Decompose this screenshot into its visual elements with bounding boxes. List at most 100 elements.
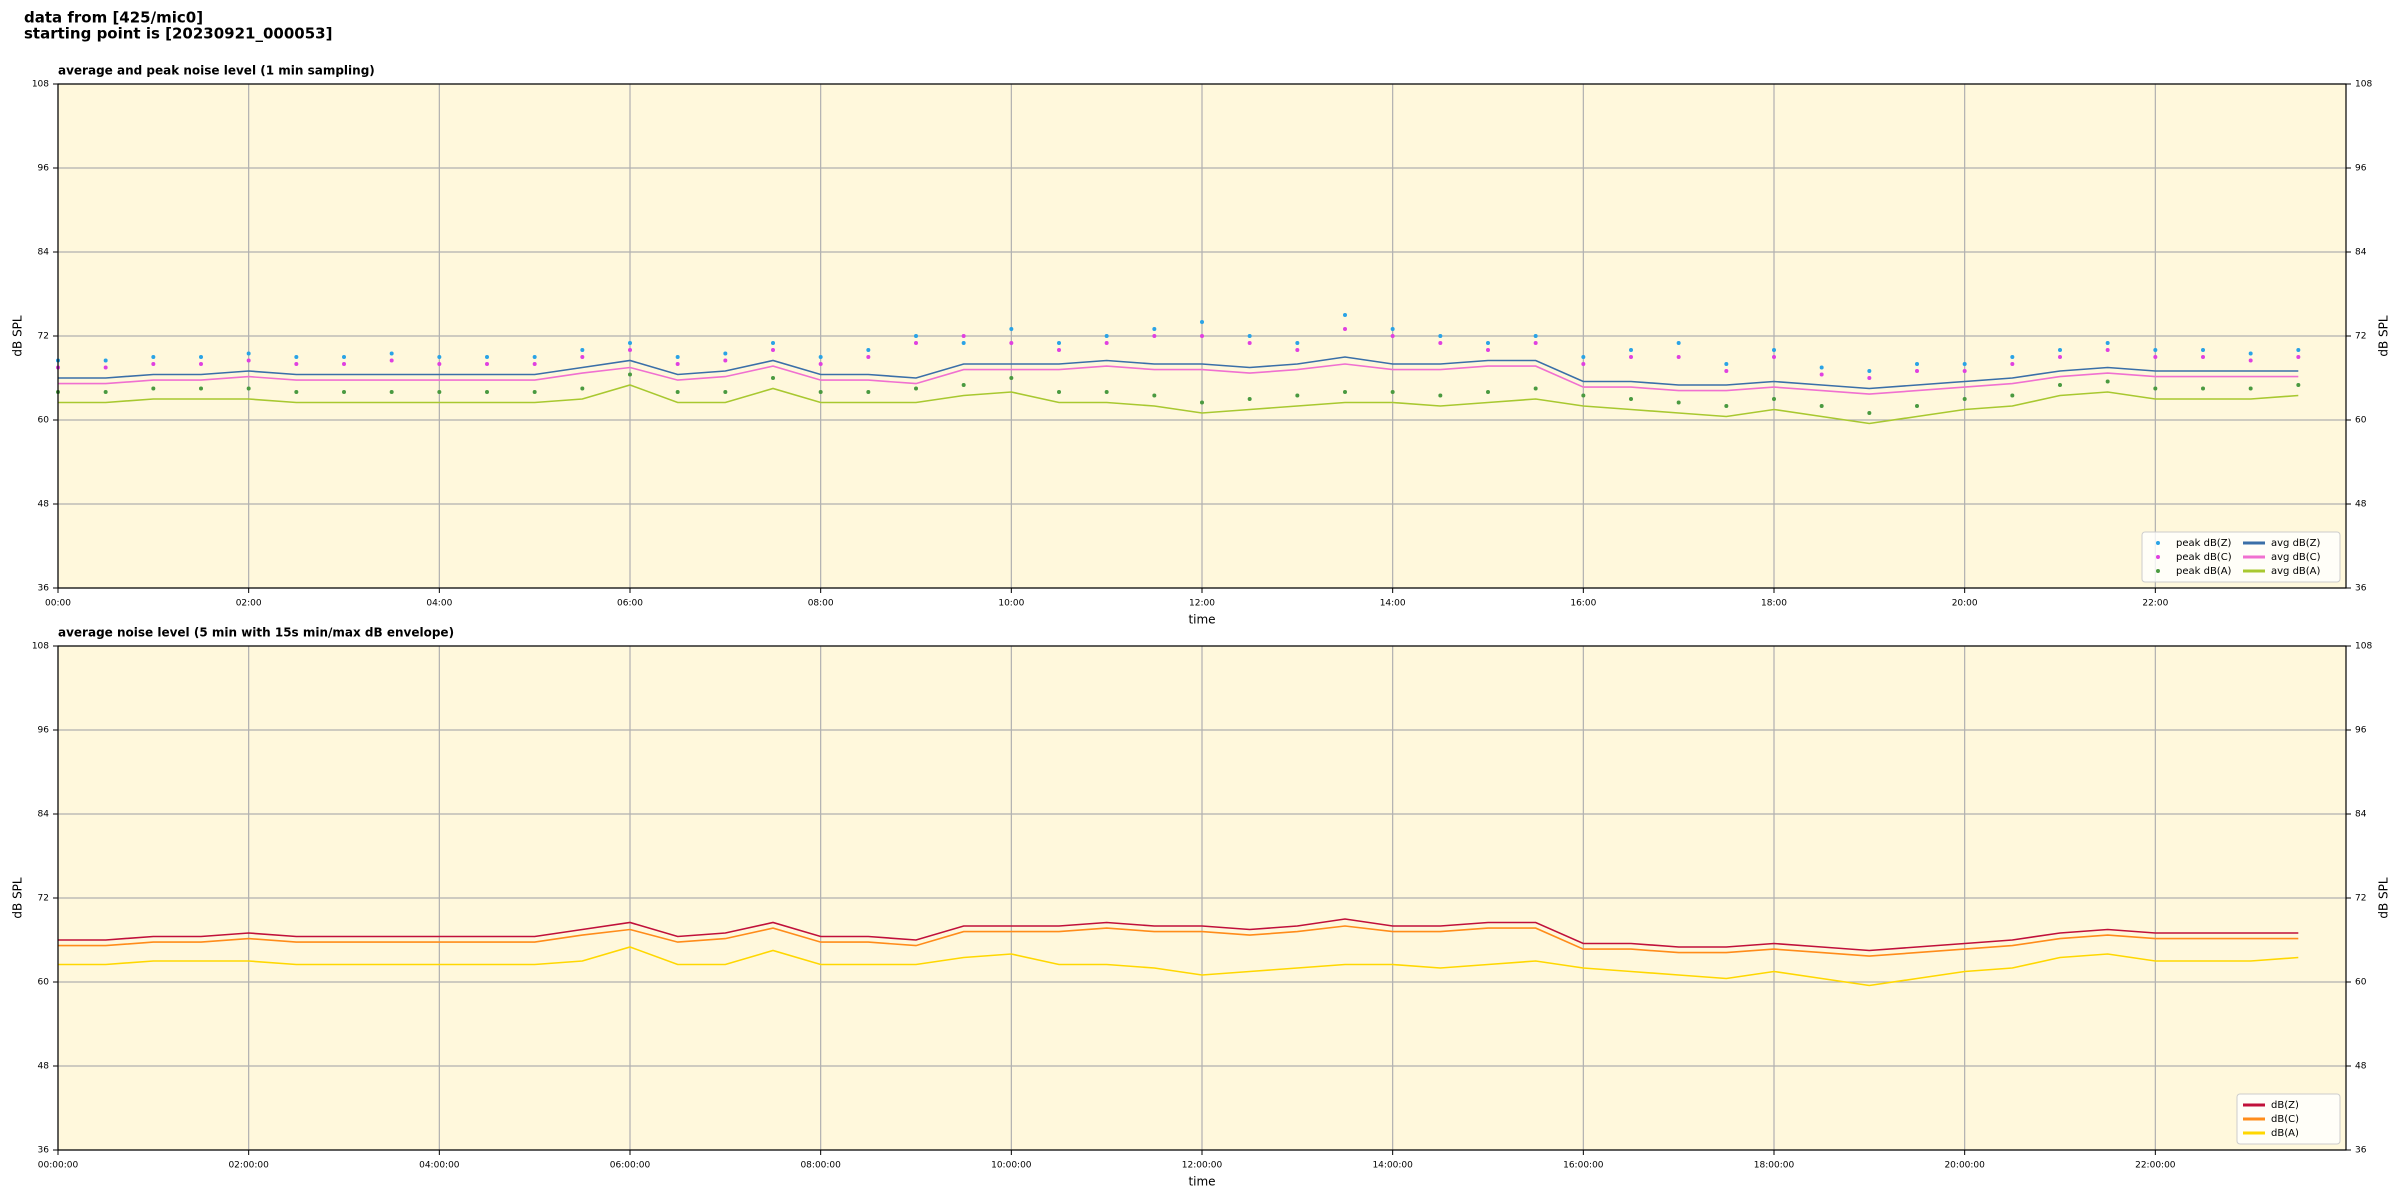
x-tick-label: 12:00:00 [1182, 1161, 1223, 1171]
peak-point [1009, 327, 1014, 331]
peak-point [1009, 341, 1014, 345]
y-tick-label: 96 [2355, 726, 2367, 736]
peak-point [151, 362, 156, 366]
x-tick-label: 18:00 [1761, 599, 1787, 609]
peak-point [580, 348, 585, 352]
peak-point [771, 341, 775, 345]
peak-point [675, 362, 680, 366]
peak-point [818, 362, 823, 366]
peak-point [1247, 341, 1252, 345]
legend-label: avg dB(Z) [2271, 538, 2321, 549]
peak-point [1438, 341, 1443, 345]
peak-point [1247, 334, 1252, 338]
peak-point [1915, 362, 1919, 366]
peak-point [723, 358, 728, 363]
peak-point [1295, 341, 1300, 345]
peak-point [1533, 386, 1538, 391]
peak-point [1819, 372, 1824, 377]
peak-point [1819, 404, 1824, 408]
peak-point [342, 362, 346, 366]
peak-point [532, 362, 537, 366]
x-tick-label: 06:00:00 [610, 1161, 651, 1171]
peak-point [2201, 386, 2205, 391]
peak-point [246, 358, 251, 363]
series-line [58, 946, 2299, 987]
peak-point [532, 390, 537, 394]
legend-marker [2156, 555, 2160, 559]
peak-point [437, 355, 442, 359]
peak-point [1152, 393, 1157, 398]
peak-point [961, 341, 966, 345]
peak-point [2248, 386, 2253, 391]
y-tick-label: 60 [2355, 416, 2367, 426]
y-tick-label: 36 [2355, 584, 2367, 594]
x-tick-label: 00:00 [45, 599, 71, 609]
peak-point [628, 372, 632, 377]
y-tick-label: 84 [2355, 810, 2367, 820]
y-axis-label: dB SPL [2377, 877, 2391, 919]
legend-label: avg dB(A) [2271, 566, 2321, 577]
x-tick-label: 04:00:00 [419, 1161, 460, 1171]
peak-point [1343, 390, 1347, 394]
x-tick-label: 20:00:00 [1944, 1161, 1985, 1171]
peak-point [1009, 376, 1014, 380]
peak-point [2058, 383, 2062, 387]
peak-point [866, 348, 871, 352]
x-tick-label: 02:00 [236, 599, 262, 609]
peak-point [1247, 397, 1252, 401]
chart-title: average noise level (5 min with 15s min/… [58, 626, 454, 640]
y-tick-label: 60 [2355, 978, 2367, 988]
peak-point [1438, 334, 1443, 338]
peak-point [1867, 411, 1872, 415]
series-line [58, 384, 2299, 425]
peak-point [532, 355, 537, 359]
y-tick-label: 72 [38, 332, 49, 342]
peak-point [1724, 369, 1729, 373]
peak-point [342, 355, 346, 359]
x-tick-label: 22:00 [2142, 599, 2168, 609]
x-tick-label: 12:00 [1189, 599, 1215, 609]
peak-point [866, 355, 871, 359]
peak-point [771, 348, 775, 352]
peak-point [580, 355, 585, 359]
peak-point [1915, 404, 1919, 408]
peak-point [1057, 341, 1061, 345]
peak-point [1676, 355, 1681, 359]
peak-point [1104, 341, 1109, 345]
x-tick-label: 02:00:00 [228, 1161, 269, 1171]
peak-point [1486, 348, 1490, 352]
peak-point [2153, 348, 2158, 352]
x-tick-label: 20:00 [1952, 599, 1978, 609]
legend-marker [2156, 569, 2160, 573]
x-tick-label: 10:00 [998, 599, 1024, 609]
peak-point [1200, 400, 1204, 405]
peak-point [2058, 348, 2062, 352]
peak-point [437, 362, 442, 366]
x-tick-label: 08:00 [808, 599, 834, 609]
peak-point [2153, 386, 2158, 391]
y-tick-label: 108 [32, 642, 49, 652]
legend-box [2141, 531, 2341, 583]
peak-point [294, 390, 299, 394]
x-tick-label: 16:00:00 [1563, 1161, 1604, 1171]
x-axis-label: time [1188, 1175, 1215, 1189]
legend-label: peak dB(C) [2176, 552, 2232, 563]
peak-point [103, 358, 108, 363]
legend-label: avg dB(C) [2271, 552, 2321, 563]
peak-point [1676, 341, 1681, 345]
peak-point [961, 334, 966, 338]
peak-point [2201, 355, 2205, 359]
peak-point [103, 365, 108, 370]
peak-point [628, 348, 632, 352]
peak-point [1057, 348, 1061, 352]
peak-point [1152, 334, 1157, 338]
y-axis-label: dB SPL [2377, 315, 2391, 357]
peak-point [342, 390, 346, 394]
peak-point [485, 355, 489, 359]
peak-point [818, 355, 823, 359]
peak-point [199, 386, 203, 391]
legend-label: dB(A) [2271, 1128, 2299, 1139]
peak-point [1676, 400, 1681, 405]
peak-point [1962, 369, 1967, 373]
y-tick-label: 84 [38, 810, 50, 820]
